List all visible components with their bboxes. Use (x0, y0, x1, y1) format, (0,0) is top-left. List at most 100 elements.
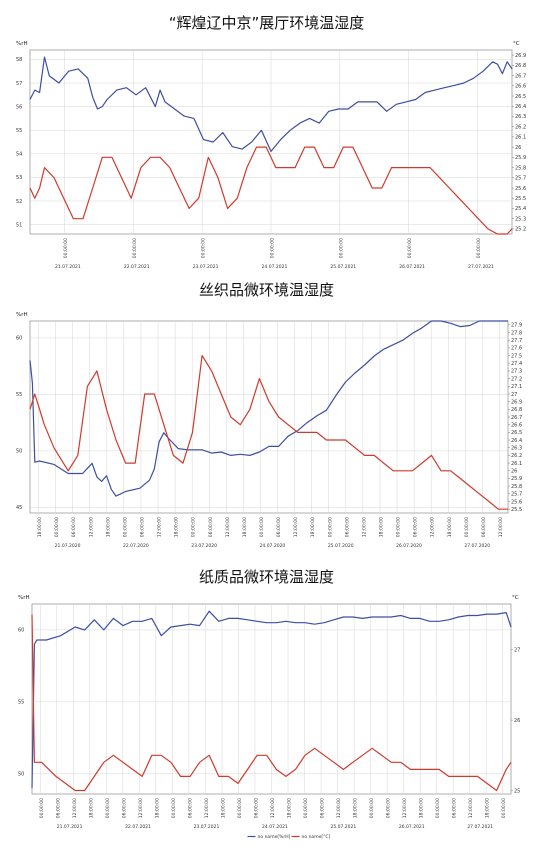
x-time-tick: 00:00:00 (338, 238, 344, 258)
x-date-tick: 22.07.2020 (123, 543, 149, 549)
y-right-tick: 26.5 (511, 430, 522, 436)
y-right-tick: 25.5 (515, 196, 526, 202)
x-date-tick: 27.07.2021 (467, 824, 493, 830)
humidity-series-line (31, 610, 512, 789)
x-time-tick: 00:00:00 (303, 798, 309, 818)
x-time-tick: 12:00:00 (138, 798, 144, 818)
x-time-tick: 00:00:00 (54, 517, 60, 537)
y-right-tick: 26.6 (511, 422, 522, 428)
y-right-tick: 25.6 (515, 186, 526, 192)
x-time-tick: 12:00:00 (402, 798, 408, 818)
y-right-tick: 27.7 (511, 338, 522, 344)
x-time-tick: 18:00:00 (174, 517, 180, 537)
y-left-unit: %rH (16, 41, 28, 47)
x-time-tick: 06:00:00 (139, 517, 145, 537)
y-left-tick: 53 (16, 175, 22, 181)
y-right-tick: 26.9 (511, 399, 522, 405)
y-left-tick: 60 (18, 628, 24, 634)
x-time-tick: 18:00:00 (485, 798, 491, 818)
x-time-tick: 00:00:00 (201, 238, 207, 258)
y-left-unit: %rH (18, 595, 30, 601)
x-time-tick: 12:00:00 (270, 798, 276, 818)
x-time-tick: 12:00:00 (498, 517, 504, 537)
y-right-tick: 26.7 (515, 73, 526, 79)
y-right-tick: 26.1 (515, 135, 526, 141)
y-right-tick: 25.7 (515, 176, 526, 182)
y-right-tick: 25.5 (511, 507, 522, 513)
legend-item: no name[°C] (302, 834, 331, 840)
x-date-tick: 23.07.2021 (193, 264, 219, 268)
x-time-tick: 06:00:00 (253, 798, 259, 818)
x-time-tick: 00:00:00 (407, 238, 413, 258)
x-time-tick: 00:00:00 (63, 238, 69, 258)
x-time-tick: 12:00:00 (204, 798, 210, 818)
x-time-tick: 18:00:00 (242, 517, 248, 537)
humidity-series-line (29, 320, 508, 497)
x-time-tick: 12:00:00 (72, 798, 78, 818)
x-time-tick: 12:00:00 (468, 798, 474, 818)
y-right-tick: 25.9 (511, 476, 522, 482)
y-left-tick: 60 (16, 336, 22, 342)
y-right-tick: 26 (515, 145, 521, 151)
y-right-tick: 26.8 (515, 63, 526, 69)
x-date-tick: 24.07.2021 (262, 264, 288, 268)
chart-title-1: “辉煌辽中京”展厅环境温湿度 (168, 14, 365, 32)
y-right-tick: 27.5 (511, 353, 522, 359)
y-left-tick: 55 (16, 128, 22, 134)
x-time-tick: 00:00:00 (259, 517, 265, 537)
y-right-tick: 26.2 (511, 453, 522, 459)
x-date-tick: 21.07.2021 (57, 824, 83, 830)
chart-1: 00:00:00 00:00:00 00:00:00 00:00:00 00:00:00… (16, 41, 526, 268)
y-right-tick: 26.5 (515, 94, 526, 100)
x-time-tick: 06:00:00 (121, 798, 127, 818)
x-time-tick: 18:00:00 (378, 517, 384, 537)
x-time-tick: 18:00:00 (447, 517, 453, 537)
y-right-tick: 25 (514, 788, 520, 794)
y-right-tick: 27 (511, 392, 517, 398)
x-time-tick: 06:00:00 (320, 798, 326, 818)
x-date-tick: 26.07.2021 (399, 824, 425, 830)
x-date-tick: 22.07.2021 (124, 264, 150, 268)
x-time-tick: 00:00:00 (191, 517, 197, 537)
x-date-tick: 27.07.2021 (468, 264, 494, 268)
x-time-tick: 12:00:00 (430, 517, 436, 537)
x-time-tick: 00:00:00 (270, 238, 276, 258)
y-left-tick: 45 (16, 505, 22, 511)
y-left-tick: 56 (16, 104, 22, 110)
y-right-tick: 26 (514, 718, 520, 724)
y-right-tick: 26.1 (511, 461, 522, 467)
x-time-tick: 00:00:00 (39, 798, 45, 818)
x-time-tick: 06:00:00 (55, 798, 61, 818)
chart-3: 00:00:00 06:00:00 12:00:00 18:00:00 00:00:00… (18, 595, 520, 840)
y-left-tick: 52 (16, 199, 22, 205)
y-right-tick: 26.8 (511, 407, 522, 413)
x-time-tick: 06:00:00 (481, 517, 487, 537)
x-time-tick: 00:00:00 (105, 798, 111, 818)
x-date-tick: 23.07.2021 (194, 824, 220, 830)
y-left-tick: 50 (16, 449, 22, 455)
y-right-tick: 26.7 (511, 415, 522, 421)
x-time-tick: 12:00:00 (88, 517, 94, 537)
x-time-tick: 06:00:00 (208, 517, 214, 537)
y-right-tick: 25.3 (515, 216, 526, 222)
y-right-tick: 27 (514, 648, 520, 654)
y-left-tick: 58 (16, 57, 22, 63)
x-time-tick: 06:00:00 (386, 798, 392, 818)
x-date-tick: 24.07.2021 (262, 824, 288, 830)
x-time-tick: 18:00:00 (310, 517, 316, 537)
x-time-tick: 12:00:00 (336, 798, 342, 818)
x-time-tick: 06:00:00 (413, 517, 419, 537)
temperature-series-line (31, 614, 512, 792)
x-date-tick: 25.07.2021 (330, 824, 356, 830)
x-time-tick: 18:00:00 (154, 798, 160, 818)
y-right-tick: 25.9 (515, 155, 526, 161)
x-time-tick: 00:00:00 (369, 798, 375, 818)
x-date-tick: 21.07.2020 (55, 543, 81, 549)
x-time-tick: 18:00:00 (419, 798, 425, 818)
y-right-tick: 26.2 (515, 124, 526, 130)
x-time-tick: 00:00:00 (327, 517, 333, 537)
x-date-tick: 27.07.2020 (464, 543, 490, 549)
x-time-tick: 00:00:00 (396, 517, 402, 537)
x-time-tick: 12:00:00 (225, 517, 231, 537)
y-right-tick: 25.8 (515, 165, 526, 171)
